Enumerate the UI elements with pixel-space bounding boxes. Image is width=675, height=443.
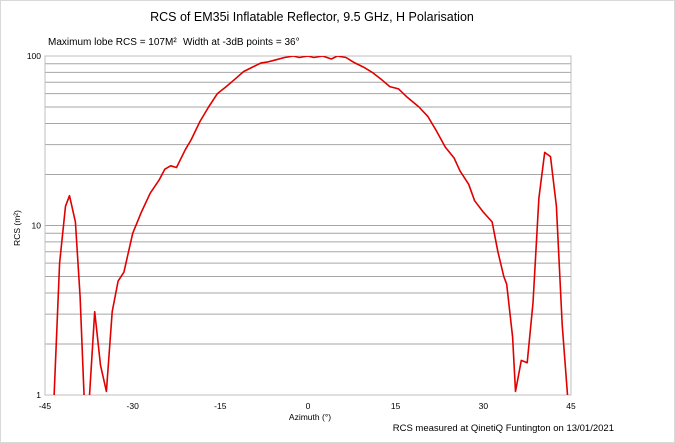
- chart-title: RCS of EM35i Inflatable Reflector, 9.5 G…: [150, 10, 474, 24]
- x-tick-label: 30: [479, 401, 489, 411]
- x-tick-label: 45: [566, 401, 576, 411]
- x-tick-label: 15: [391, 401, 401, 411]
- y-tick-label: 1: [36, 390, 41, 400]
- y-tick-label: 10: [32, 221, 42, 231]
- x-tick-label: -45: [39, 401, 52, 411]
- grid-lines: [45, 55, 571, 396]
- footnote: RCS measured at QinetiQ Funtington on 13…: [393, 423, 614, 434]
- tick-labels: -45 -30 -15 0 15 30 45 1 10 100: [27, 51, 576, 411]
- x-tick-label: -30: [127, 401, 140, 411]
- x-axis-label: Azimuth (°): [289, 412, 331, 422]
- x-tick-label: -15: [214, 401, 227, 411]
- x-tick-label: 0: [306, 401, 311, 411]
- width-annotation: Width at -3dB points = 36°: [183, 37, 300, 48]
- max-lobe-annotation: Maximum lobe RCS = 107M²: [48, 37, 177, 48]
- series-group: [53, 56, 569, 395]
- rcs-series-line: [53, 56, 569, 395]
- y-axis-label: RCS (m²): [12, 210, 22, 246]
- y-tick-label: 100: [27, 51, 41, 61]
